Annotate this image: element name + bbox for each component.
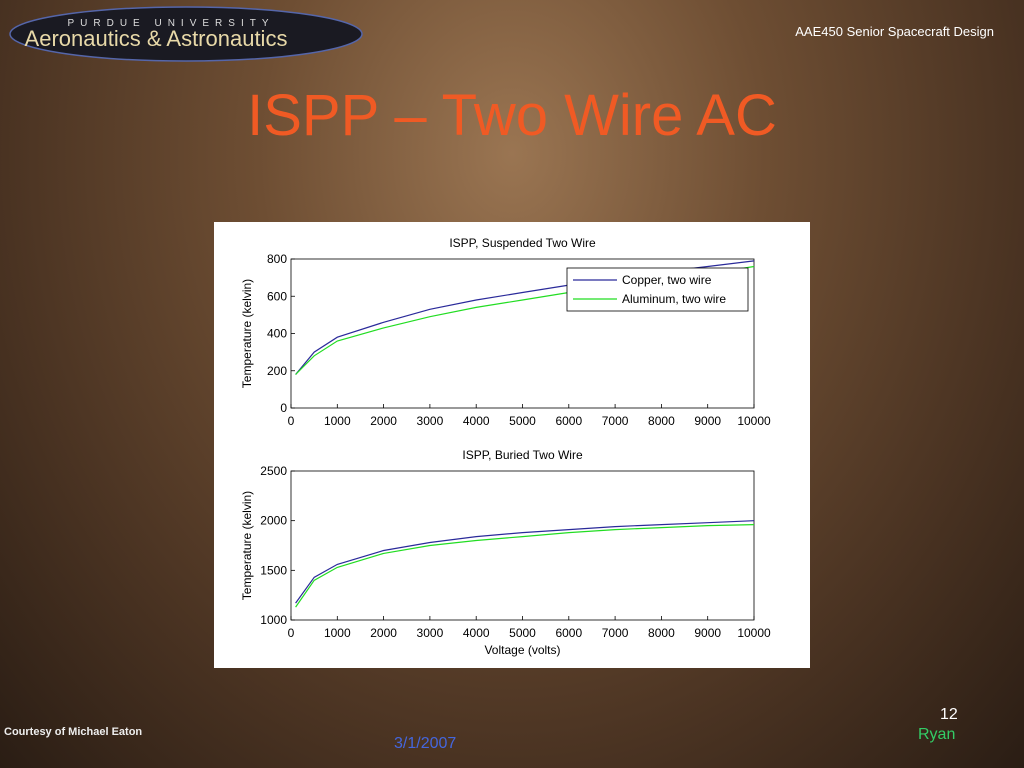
x-tick-label: 8000: [648, 626, 675, 640]
x-tick-label: 6000: [555, 626, 582, 640]
x-tick-label: 9000: [694, 414, 721, 428]
x-tick-label: 4000: [463, 414, 490, 428]
chart-title: ISPP, Buried Two Wire: [462, 448, 583, 462]
x-tick-label: 10000: [737, 626, 771, 640]
y-axis-label: Temperature (kelvin): [240, 491, 254, 600]
y-tick-label: 0: [280, 401, 287, 415]
y-axis-label: Temperature (kelvin): [240, 279, 254, 388]
x-tick-label: 4000: [463, 626, 490, 640]
x-tick-label: 5000: [509, 414, 536, 428]
x-tick-label: 6000: [555, 414, 582, 428]
logo: PURDUE UNIVERSITY Aeronautics & Astronau…: [9, 6, 363, 62]
x-tick-label: 8000: [648, 414, 675, 428]
line-series: [295, 520, 755, 604]
course: AAE450 Senior Spacecraft Design: [795, 24, 994, 39]
y-tick-label: 400: [267, 327, 287, 341]
chart-title: ISPP, Suspended Two Wire: [449, 236, 596, 250]
line-series: [295, 524, 755, 608]
x-tick-label: 9000: [694, 626, 721, 640]
logo-top: PURDUE UNIVERSITY: [67, 18, 274, 29]
y-tick-label: 2500: [260, 464, 287, 478]
logo-main: Aeronautics & Astronautics: [25, 26, 288, 51]
chart-image: ISPP, Suspended Two Wire Temperature (kel…: [214, 222, 810, 668]
x-tick-label: 7000: [602, 414, 629, 428]
x-axis-label: Voltage (volts): [484, 643, 560, 657]
y-tick-label: 200: [267, 364, 287, 378]
credit: Courtesy of Michael Eaton: [4, 726, 143, 738]
y-tick-label: 600: [267, 289, 287, 303]
x-tick-label: 10000: [737, 414, 771, 428]
x-tick-label: 1000: [324, 414, 351, 428]
y-tick-label: 2000: [260, 514, 287, 528]
y-tick-label: 1000: [260, 613, 287, 627]
x-tick-label: 5000: [509, 626, 536, 640]
x-tick-label: 3000: [417, 414, 444, 428]
x-tick-label: 1000: [324, 626, 351, 640]
x-tick-label: 0: [288, 626, 295, 640]
x-tick-label: 7000: [602, 626, 629, 640]
legend-label: Copper, two wire: [622, 273, 712, 287]
legend-label: Aluminum, two wire: [622, 292, 726, 306]
y-tick-label: 800: [267, 252, 287, 266]
x-tick-label: 2000: [370, 414, 397, 428]
legend-box: [566, 267, 749, 312]
x-tick-label: 3000: [417, 626, 444, 640]
y-tick-label: 1500: [260, 563, 287, 577]
date: 3/1/2007: [394, 735, 457, 752]
author: Ryan: [918, 726, 956, 743]
x-tick-label: 2000: [370, 626, 397, 640]
page-number: 12: [940, 706, 958, 723]
slide-title: ISPP – Two Wire AC: [247, 83, 777, 148]
x-tick-label: 0: [288, 414, 295, 428]
